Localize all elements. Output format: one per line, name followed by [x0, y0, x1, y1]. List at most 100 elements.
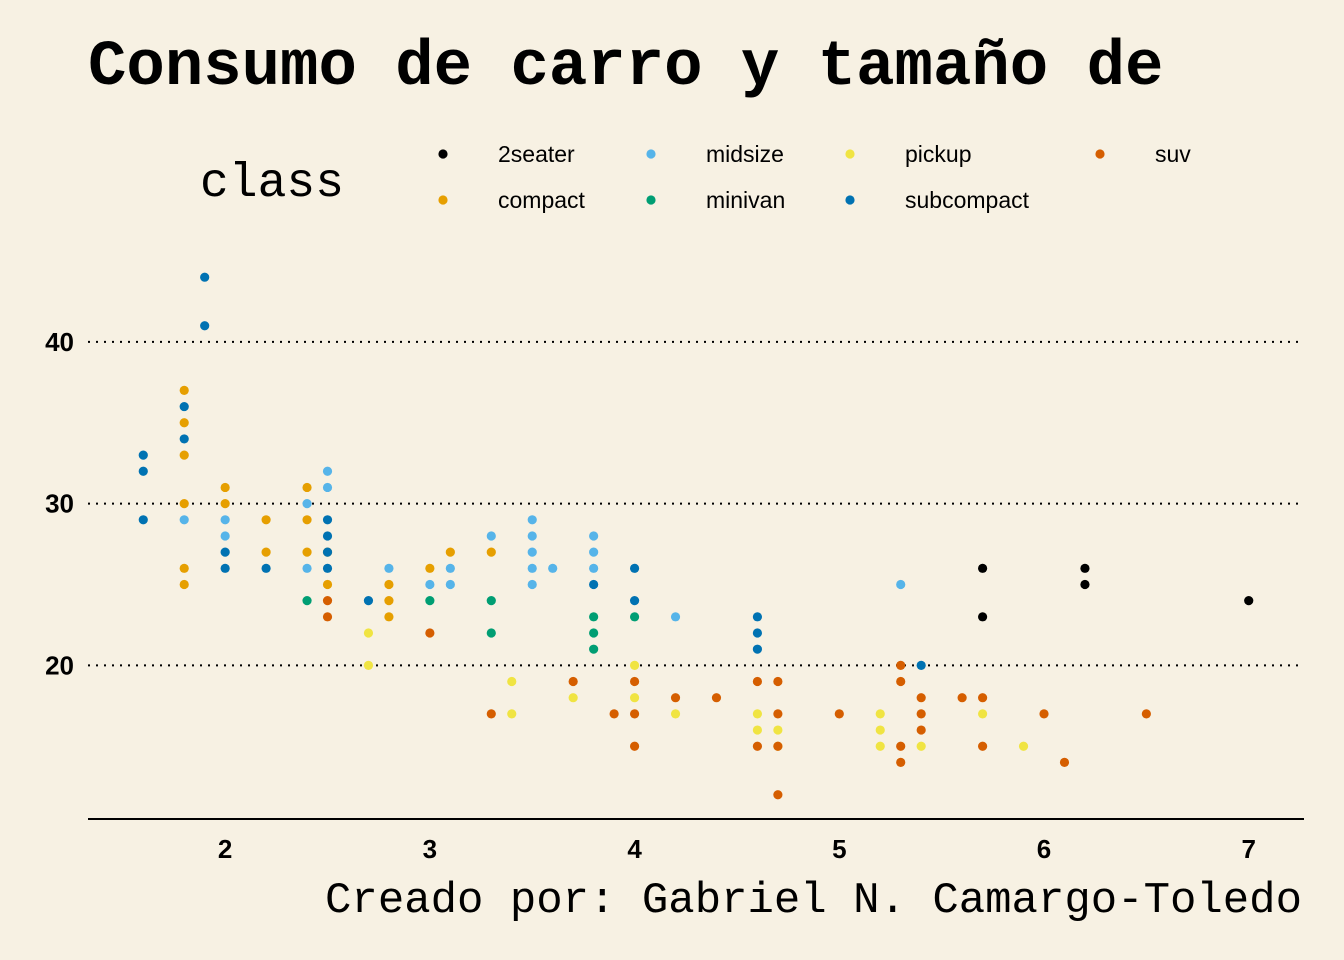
x-tick-label: 7 — [1241, 834, 1255, 864]
data-point — [179, 434, 189, 444]
y-axis-ticks: 20 30 40 — [45, 327, 74, 680]
data-point — [384, 579, 394, 590]
data-point — [977, 709, 988, 719]
data-point — [200, 321, 210, 331]
data-point — [629, 741, 640, 751]
data-point — [363, 596, 374, 606]
legend-label: 2seater — [498, 141, 575, 167]
chart-title: Consumo de carro y tamaño de — [88, 32, 1163, 104]
y-tick-label: 20 — [45, 650, 74, 680]
data-point — [1080, 563, 1090, 573]
data-point — [773, 725, 783, 735]
data-point — [752, 741, 763, 751]
data-point — [875, 741, 885, 751]
data-point — [220, 547, 230, 557]
data-point — [425, 563, 435, 573]
data-point — [1039, 709, 1049, 719]
data-point — [322, 612, 333, 622]
legend-title: class — [200, 157, 344, 211]
data-point — [773, 741, 783, 751]
legend-key — [438, 195, 448, 205]
data-point — [773, 790, 783, 800]
data-point — [322, 515, 333, 525]
legend-label: subcompact — [905, 187, 1030, 213]
data-point — [875, 709, 885, 719]
data-point — [138, 450, 148, 460]
data-point — [957, 693, 967, 703]
legend-key — [845, 149, 855, 159]
data-point — [220, 515, 230, 525]
data-point — [384, 563, 394, 573]
data-point — [896, 741, 906, 751]
data-point — [1141, 709, 1151, 719]
data-point — [322, 579, 333, 590]
data-point — [670, 612, 681, 622]
legend-key — [1095, 149, 1105, 159]
data-point — [527, 547, 537, 557]
data-point — [445, 563, 455, 573]
data-point — [425, 596, 435, 606]
gridlines — [88, 340, 1304, 667]
data-point — [261, 515, 271, 525]
data-point — [1018, 741, 1029, 751]
data-point — [589, 563, 599, 573]
data-point — [548, 563, 558, 573]
data-point — [322, 596, 333, 606]
data-point — [486, 628, 496, 638]
data-point — [322, 466, 333, 476]
data-point — [220, 531, 230, 541]
x-tick-label: 3 — [423, 834, 437, 864]
legend-item-minivan: minivan — [646, 187, 785, 213]
data-point — [589, 579, 599, 590]
data-point — [629, 676, 640, 687]
data-point — [179, 418, 189, 428]
data-point — [363, 628, 374, 638]
data-point — [670, 709, 681, 719]
data-point — [486, 547, 496, 557]
data-point — [896, 757, 906, 767]
data-point — [916, 725, 926, 735]
data-point — [179, 515, 189, 525]
data-point — [384, 612, 394, 622]
data-point — [486, 531, 496, 541]
data-point — [507, 709, 517, 719]
data-point — [896, 579, 906, 590]
x-tick-label: 4 — [627, 834, 642, 864]
data-point — [1059, 757, 1070, 767]
series-2seater — [977, 563, 1254, 622]
data-point — [322, 547, 333, 557]
series-suv — [322, 596, 1151, 800]
legend-label: minivan — [706, 187, 785, 213]
data-point — [977, 693, 988, 703]
data-point — [363, 660, 374, 670]
data-point — [302, 499, 312, 509]
data-point — [896, 660, 906, 670]
legend-key — [646, 149, 656, 159]
data-point — [179, 499, 189, 509]
data-point — [752, 628, 763, 638]
data-point — [486, 596, 496, 606]
x-axis-ticks: 2 3 4 5 6 7 — [218, 834, 1256, 864]
series-midsize — [179, 466, 906, 622]
legend-label: suv — [1155, 141, 1191, 167]
legend: 2seater compact midsize minivan pickup subcom… — [438, 141, 1191, 213]
data-point — [752, 644, 763, 654]
legend-key — [646, 195, 656, 205]
data-point — [179, 450, 189, 460]
data-point — [179, 563, 189, 573]
data-point — [875, 725, 885, 735]
data-point — [302, 563, 312, 573]
data-point — [977, 563, 988, 573]
data-point — [752, 676, 763, 687]
data-point — [445, 547, 455, 557]
data-point — [527, 579, 537, 590]
data-point — [916, 709, 926, 719]
data-point — [507, 676, 517, 687]
data-point — [220, 499, 230, 509]
data-point — [711, 693, 722, 703]
legend-key — [438, 149, 448, 159]
data-point — [916, 693, 926, 703]
data-point — [568, 676, 578, 687]
x-tick-label: 6 — [1037, 834, 1051, 864]
